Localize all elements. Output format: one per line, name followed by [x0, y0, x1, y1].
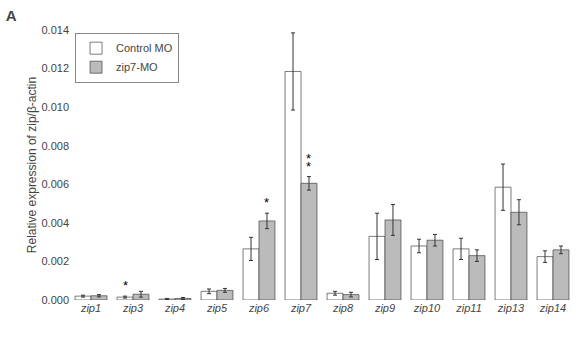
svg-text:*: *: [306, 159, 311, 174]
svg-text:*: *: [264, 195, 269, 210]
svg-text:0.002: 0.002: [41, 255, 69, 267]
svg-text:0.010: 0.010: [41, 101, 69, 113]
svg-text:zip7: zip7: [290, 302, 312, 314]
svg-text:zip14: zip14: [539, 302, 566, 314]
svg-text:0.012: 0.012: [41, 62, 69, 74]
svg-text:0.006: 0.006: [41, 178, 69, 190]
svg-text:*: *: [123, 278, 128, 293]
svg-text:0.000: 0.000: [41, 294, 69, 306]
svg-text:zip5: zip5: [206, 302, 228, 314]
svg-text:A: A: [6, 7, 17, 24]
svg-text:zip10: zip10: [413, 302, 441, 314]
svg-text:zip3: zip3: [122, 302, 144, 314]
svg-text:zip4: zip4: [164, 302, 185, 314]
svg-text:Relative expression of zip/β-a: Relative expression of zip/β-actin: [25, 77, 39, 253]
svg-text:0.008: 0.008: [41, 140, 69, 152]
svg-text:zip7-MO: zip7-MO: [116, 61, 158, 73]
svg-text:zip6: zip6: [248, 302, 270, 314]
svg-text:0.004: 0.004: [41, 217, 69, 229]
svg-text:zip1: zip1: [80, 302, 101, 314]
svg-text:zip9: zip9: [374, 302, 395, 314]
svg-text:0.014: 0.014: [41, 24, 69, 36]
svg-text:zip8: zip8: [332, 302, 354, 314]
svg-text:*: *: [306, 151, 311, 166]
svg-text:zip13: zip13: [497, 302, 525, 314]
svg-text:Control MO: Control MO: [116, 42, 173, 54]
svg-text:zip11: zip11: [455, 302, 481, 314]
